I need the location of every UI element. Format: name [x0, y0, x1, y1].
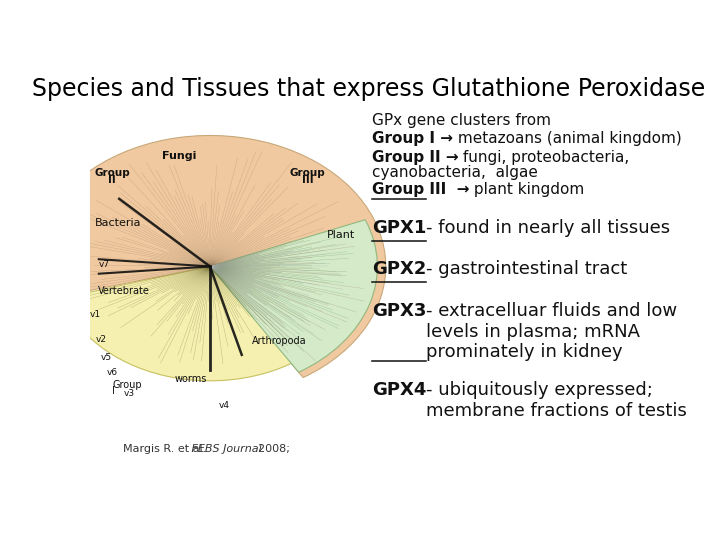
Text: - found in nearly all tissues: - found in nearly all tissues — [426, 219, 670, 237]
Text: GPX2: GPX2 — [372, 260, 426, 278]
Text: - ubiquitously expressed;
membrane fractions of testis: - ubiquitously expressed; membrane fract… — [426, 381, 687, 420]
Wedge shape — [210, 220, 377, 372]
Wedge shape — [63, 266, 305, 381]
Wedge shape — [35, 136, 386, 377]
Text: Vertebrate: Vertebrate — [99, 286, 150, 295]
Text: GPx gene clusters from: GPx gene clusters from — [372, 113, 551, 127]
Text: II: II — [109, 176, 116, 185]
Text: GPX4: GPX4 — [372, 381, 426, 399]
Text: cyanobacteria,  algae: cyanobacteria, algae — [372, 165, 538, 180]
Text: Group III  →: Group III → — [372, 182, 469, 197]
Text: III: III — [302, 176, 313, 185]
Text: Species and Tissues that express Glutathione Peroxidase: Species and Tissues that express Glutath… — [32, 77, 706, 102]
Text: v6: v6 — [107, 368, 118, 377]
Text: fungi, proteobacteria,: fungi, proteobacteria, — [459, 150, 630, 165]
Text: I: I — [112, 386, 115, 396]
Text: Group I →: Group I → — [372, 131, 453, 146]
Text: Group: Group — [289, 168, 325, 178]
Text: Margis R. et al.: Margis R. et al. — [124, 443, 207, 454]
Text: Group: Group — [94, 168, 130, 178]
Text: 2008;: 2008; — [251, 443, 289, 454]
Text: Fungi: Fungi — [162, 151, 197, 161]
Text: Bacteria: Bacteria — [94, 218, 141, 228]
Text: Arthropoda: Arthropoda — [253, 336, 307, 346]
Text: worms: worms — [174, 374, 207, 384]
Text: Plant: Plant — [327, 230, 355, 240]
Text: metazoans (animal kingdom): metazoans (animal kingdom) — [453, 131, 682, 146]
Text: v4: v4 — [218, 401, 230, 410]
Text: Group II →: Group II → — [372, 150, 459, 165]
Text: plant kingdom: plant kingdom — [469, 182, 585, 197]
Text: GPX3: GPX3 — [372, 302, 426, 320]
Text: - extracelluar fluids and low
levels in plasma; mRNA
prominately in kidney: - extracelluar fluids and low levels in … — [426, 302, 678, 361]
Text: v7: v7 — [99, 260, 109, 269]
Text: - gastrointestinal tract: - gastrointestinal tract — [426, 260, 627, 278]
Text: v3: v3 — [124, 389, 135, 398]
Text: GPX1: GPX1 — [372, 219, 426, 237]
Text: v2: v2 — [96, 335, 107, 344]
Text: Group: Group — [112, 380, 142, 390]
Text: v1: v1 — [90, 310, 101, 319]
Text: v5: v5 — [102, 354, 112, 362]
Text: FEBS Journal.: FEBS Journal. — [188, 443, 265, 454]
